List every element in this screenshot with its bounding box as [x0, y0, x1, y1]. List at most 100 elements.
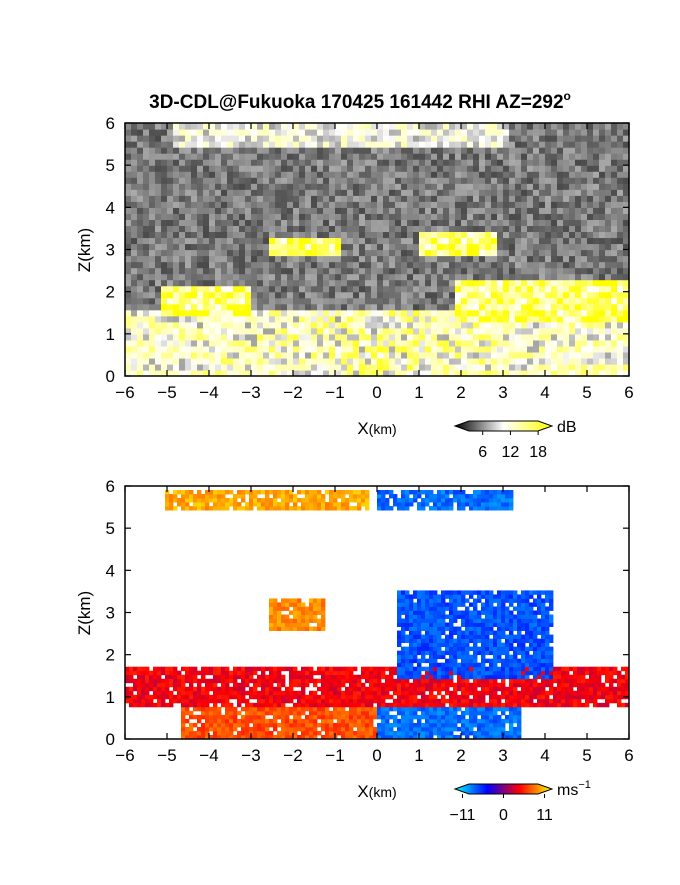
data-cell [455, 316, 462, 323]
data-cell [137, 691, 141, 695]
data-cell [353, 165, 360, 172]
data-cell [365, 231, 372, 238]
data-cell [515, 213, 522, 220]
data-cell [173, 159, 180, 166]
data-cell [269, 219, 276, 226]
data-cell [539, 250, 546, 257]
data-cell [551, 316, 558, 323]
data-cell [575, 274, 582, 281]
data-cell [227, 123, 234, 130]
data-cell [443, 189, 450, 196]
data-cell [213, 727, 217, 731]
data-cell [203, 346, 210, 353]
data-cell [533, 129, 540, 136]
data-cell [347, 135, 354, 142]
data-cell [239, 340, 246, 347]
data-cell [167, 183, 174, 190]
data-cell [395, 153, 402, 160]
data-cell [197, 171, 204, 178]
data-cell [317, 177, 324, 184]
data-cell [341, 695, 345, 699]
data-cell [359, 123, 366, 130]
data-cell [401, 691, 405, 695]
data-cell [185, 671, 189, 675]
data-cell [347, 189, 354, 196]
data-cell [263, 129, 270, 136]
data-cell [245, 298, 252, 305]
data-cell [515, 250, 522, 257]
data-cell [365, 262, 372, 269]
data-cell [251, 262, 258, 269]
data-cell [581, 225, 588, 232]
data-cell [137, 250, 144, 257]
data-cell [431, 243, 438, 250]
data-cell [353, 225, 360, 232]
data-cell [419, 256, 426, 263]
data-cell [353, 141, 360, 148]
data-cell [261, 687, 265, 691]
data-cell [527, 231, 534, 238]
data-cell [539, 322, 546, 329]
data-cell [305, 237, 312, 244]
data-cell [177, 675, 181, 679]
data-cell [539, 219, 546, 226]
data-cell [213, 703, 217, 707]
data-cell [191, 340, 198, 347]
data-cell [229, 671, 233, 675]
data-cell [347, 153, 354, 160]
data-cell [311, 340, 318, 347]
data-cell [347, 219, 354, 226]
data-cell [263, 207, 270, 214]
data-cell [385, 490, 389, 494]
data-cell [479, 177, 486, 184]
data-cell [269, 502, 273, 506]
data-cell [251, 141, 258, 148]
data-cell [329, 207, 336, 214]
data-cell [443, 153, 450, 160]
data-cell [593, 340, 600, 347]
data-cell [527, 147, 534, 154]
data-cell [425, 225, 432, 232]
data-cell [509, 346, 516, 353]
data-cell [269, 201, 276, 208]
data-cell [215, 304, 222, 311]
data-cell [587, 153, 594, 160]
data-cell [269, 262, 276, 269]
data-cell [137, 165, 144, 172]
data-cell [233, 183, 240, 190]
data-cell [533, 274, 540, 281]
data-cell [209, 292, 216, 299]
data-cell [425, 274, 432, 281]
data-cell [185, 316, 192, 323]
data-cell [485, 177, 492, 184]
data-cell [485, 195, 492, 202]
data-cell [201, 502, 205, 506]
colorbar-tick-label: 18 [529, 444, 547, 461]
data-cell [269, 340, 276, 347]
data-cell [305, 615, 309, 619]
x-tick-label: 4 [540, 383, 549, 402]
data-cell [245, 280, 252, 287]
data-cell [149, 274, 156, 281]
data-cell [225, 502, 229, 506]
data-cell [389, 256, 396, 263]
data-cell [419, 183, 426, 190]
data-cell [305, 286, 312, 293]
data-cell [249, 506, 253, 510]
data-cell [581, 262, 588, 269]
data-cell [485, 298, 492, 305]
data-cell [125, 364, 132, 371]
data-cell [347, 183, 354, 190]
data-cell [485, 225, 492, 232]
data-cell [389, 695, 393, 699]
data-cell [301, 719, 305, 723]
data-cell [311, 171, 318, 178]
data-cell [263, 298, 270, 305]
data-cell [563, 147, 570, 154]
data-cell [149, 687, 153, 691]
data-cell [241, 494, 245, 498]
data-cell [395, 219, 402, 226]
data-cell [221, 346, 228, 353]
data-cell [215, 189, 222, 196]
data-cell [599, 141, 606, 148]
